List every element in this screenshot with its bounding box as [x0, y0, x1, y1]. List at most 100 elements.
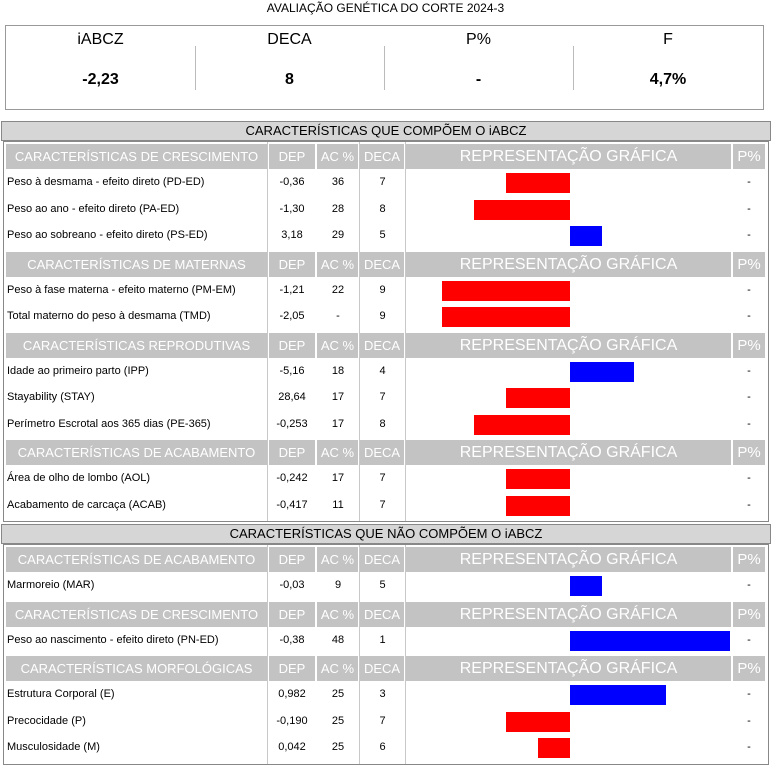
dep-value: 0,982 [278, 688, 306, 700]
col-graph: REPRESENTAÇÃO GRÁFICA [406, 144, 731, 169]
col-graph: REPRESENTAÇÃO GRÁFICA [406, 440, 731, 465]
summary-value: 4,7% [649, 71, 687, 88]
trait-row: Stayability (STAY) 28,64 17 7 - [4, 385, 768, 412]
trait-name: Estrutura Corporal (E) [7, 688, 115, 700]
deca-value: 5 [379, 229, 386, 241]
trait-row: Peso à desmama - efeito direto (PD-ED) -0… [4, 170, 768, 197]
group-header: CARACTERÍSTICAS DE ACABAMENTO DEP AC % DECA… [4, 547, 768, 572]
ac-value: 25 [331, 688, 345, 700]
deca-value: 8 [379, 417, 386, 430]
ac-value: 17 [331, 417, 345, 430]
column-divider [267, 142, 268, 521]
trait-row: Estrutura Corporal (E) 0,982 25 3 - [4, 682, 768, 709]
divider [573, 46, 574, 90]
col-ac: AC % [317, 601, 358, 627]
col-dep: DEP [269, 656, 315, 681]
ac-value: 22 [331, 283, 345, 296]
summary-value: 8 [285, 71, 294, 88]
summary-label: P% [466, 31, 491, 48]
col-graph: REPRESENTAÇÃO GRÁFICA [406, 601, 731, 627]
col-p: P% [733, 656, 765, 681]
column-divider [405, 142, 406, 521]
col-p: P% [733, 601, 765, 627]
deca-value: 1 [379, 633, 386, 646]
summary-f: F 4,7% [573, 26, 763, 109]
group-header: CARACTERÍSTICAS DE ACABAMENTO DEP AC % DECA… [4, 440, 768, 465]
dep-value: -0,253 [276, 417, 308, 430]
column-divider [405, 545, 406, 764]
ac-value: 29 [331, 229, 345, 241]
negative-bar [442, 280, 570, 301]
trait-name: Peso ao ano - efeito direto (PA-ED) [7, 202, 180, 215]
col-dep: DEP [269, 601, 315, 627]
group-header: CARACTERÍSTICAS REPRODUTIVAS DEP AC % DECA R… [4, 332, 768, 358]
summary-label: iABCZ [77, 31, 124, 48]
deca-value: 9 [379, 283, 386, 296]
col-graph: REPRESENTAÇÃO GRÁFICA [406, 332, 731, 358]
group-title: CARACTERÍSTICAS DE MATERNAS [6, 251, 267, 277]
trait-name: Musculosidade (M) [7, 741, 100, 753]
col-p: P% [733, 332, 765, 358]
p-value: - [747, 498, 751, 511]
deca-value: 6 [379, 741, 386, 753]
group-title: CARACTERÍSTICAS DE ACABAMENTO [6, 440, 267, 465]
negative-bar [538, 738, 570, 758]
trait-row: Marmoreio (MAR) -0,03 9 5 - [4, 573, 768, 600]
col-p: P% [733, 144, 765, 169]
dep-value: 3,18 [281, 229, 303, 241]
col-deca: DECA [360, 332, 404, 358]
column-divider [267, 545, 268, 764]
p-value: - [747, 391, 751, 403]
negative-bar [474, 414, 570, 435]
trait-name: Peso ao nascimento - efeito direto (PN-E… [7, 633, 219, 646]
positive-bar [570, 630, 730, 651]
p-value: - [747, 579, 751, 591]
col-deca: DECA [360, 440, 404, 465]
trait-name: Área de olho de lombo (AOL) [7, 472, 151, 484]
trait-row: Musculosidade (M) 0,042 25 6 - [4, 735, 768, 762]
col-ac: AC % [317, 332, 358, 358]
p-value: - [747, 741, 751, 753]
col-ac: AC % [317, 251, 358, 277]
negative-bar [506, 173, 570, 193]
summary-label: F [663, 31, 673, 48]
trait-name: Perímetro Escrotal aos 365 dias (PE-365) [7, 417, 211, 430]
group-header: CARACTERÍSTICAS MORFOLÓGICAS DEP AC % DECA R… [4, 656, 768, 681]
section-title: CARACTERÍSTICAS QUE NÃO COMPÕEM O iABCZ [1, 524, 771, 544]
divider [384, 46, 385, 90]
dep-value: -5,16 [279, 364, 305, 377]
positive-bar [570, 685, 666, 705]
col-deca: DECA [360, 144, 404, 169]
trait-name: Peso ao sobreano - efeito direto (PS-ED) [7, 229, 208, 241]
positive-bar [570, 361, 634, 382]
col-dep: DEP [269, 144, 315, 169]
deca-value: 7 [379, 391, 386, 403]
col-p: P% [733, 440, 765, 465]
trait-name: Peso à fase materna - efeito materno (PM… [7, 283, 236, 296]
column-divider [359, 142, 360, 521]
negative-bar [506, 495, 570, 516]
trait-row: Área de olho de lombo (AOL) -0,242 17 7 - [4, 466, 768, 493]
dep-value: -0,36 [279, 176, 305, 188]
group-title: CARACTERÍSTICAS DE CRESCIMENTO [6, 601, 267, 627]
summary-label: DECA [267, 31, 312, 48]
col-ac: AC % [317, 656, 358, 681]
deca-value: 4 [379, 364, 386, 377]
ac-value: 9 [334, 579, 342, 591]
trait-row: Perímetro Escrotal aos 365 dias (PE-365)… [4, 412, 768, 439]
negative-bar [442, 307, 570, 327]
ac-value: 36 [331, 176, 345, 188]
negative-bar [506, 469, 570, 489]
trait-row: Peso ao sobreano - efeito direto (PS-ED)… [4, 223, 768, 250]
col-dep: DEP [269, 440, 315, 465]
trait-row: Idade ao primeiro parto (IPP) -5,16 18 4 - [4, 359, 768, 386]
group-title: CARACTERÍSTICAS MORFOLÓGICAS [6, 656, 267, 681]
p-value: - [747, 229, 751, 241]
col-graph: REPRESENTAÇÃO GRÁFICA [406, 251, 731, 277]
trait-row: Peso ao ano - efeito direto (PA-ED) -1,30… [4, 197, 768, 224]
col-dep: DEP [269, 332, 315, 358]
deca-value: 7 [379, 472, 386, 484]
group-header: CARACTERÍSTICAS DE CRESCIMENTO DEP AC % DEC… [4, 601, 768, 627]
trait-row: Acabamento de carcaça (ACAB) -0,417 11 7 - [4, 493, 768, 520]
ac-value: 25 [331, 741, 345, 753]
